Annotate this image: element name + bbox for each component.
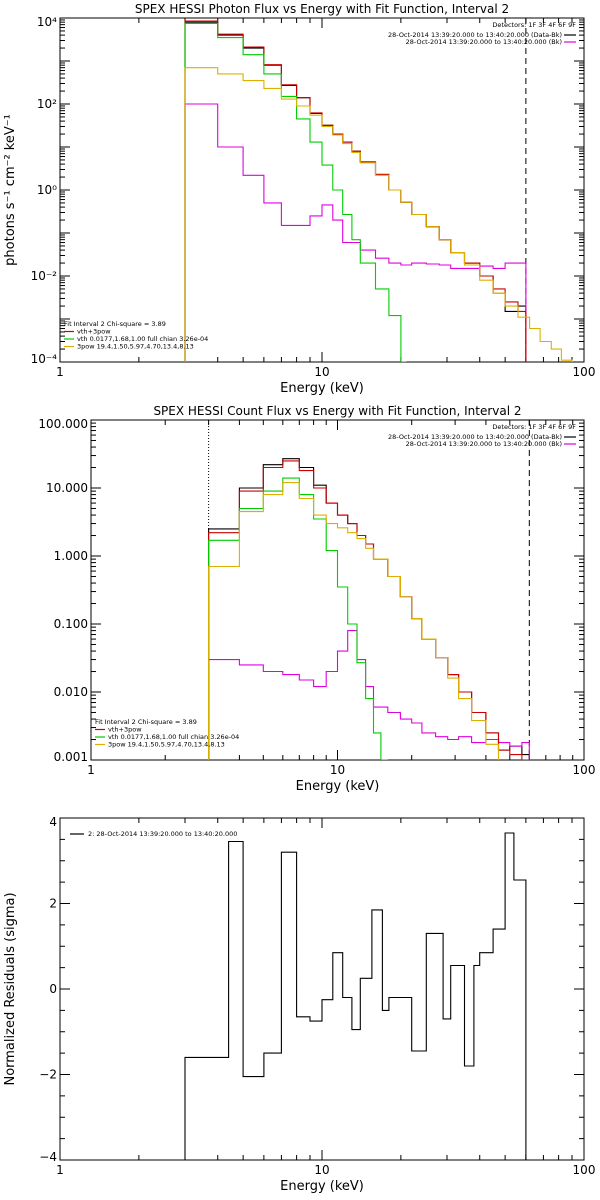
chart2-title: SPEX HESSI Count Flux vs Energy with Fit… (153, 404, 521, 418)
chart2-ytick-label: 0.010 (54, 685, 88, 699)
chart1-legend-text: 28-Oct-2014 13:39:20.000 to 13:40:20.000… (406, 38, 562, 46)
chart3-legend-text: 2: 28-Oct-2014 13:39:20.000 to 13:40:20.… (88, 830, 237, 838)
chart1-series-3pow (184, 67, 573, 362)
chart1-series-total (184, 20, 527, 362)
chart3-xlabel: Energy (keV) (280, 1179, 364, 1194)
chart2-ytick-label: 0.100 (54, 617, 88, 631)
chart2-series-3pow (208, 482, 500, 760)
chart1-fit-legend-title: Fit Interval 2 Chi-square = 3.89 (64, 320, 166, 328)
chart1-fit-legend-text: 3pow 19.4,1.50,5.97,4.70,13.4,8.13 (77, 343, 194, 351)
chart1: SPEX HESSI Photon Flux vs Energy with Fi… (3, 2, 595, 396)
chart2-ytick-label: 100.000 (38, 417, 88, 431)
chart2-fit-legend-text: 3pow 19.4,1.50,5.97,4.70,13.4,8.13 (108, 741, 225, 749)
chart1-ytick-label: 10⁰ (37, 183, 57, 197)
chart2-xlabel: Energy (keV) (296, 779, 380, 794)
chart2-frame (90, 419, 585, 761)
chart2-legend-text: 28-Oct-2014 13:39:20.000 to 13:40:20.000… (388, 433, 562, 441)
chart1-legend-text: 28-Oct-2014 13:39:20.000 to 13:40:20.000… (388, 31, 562, 39)
chart1-xlabel: Energy (keV) (280, 381, 364, 396)
chart3-xtick-label: 100 (573, 1163, 596, 1177)
chart2: SPEX HESSI Count Flux vs Energy with Fit… (38, 404, 595, 794)
chart2-series-bk (208, 630, 530, 760)
chart2-series-vth (208, 477, 388, 760)
chart1-series-data (184, 21, 527, 362)
chart2-series-total (208, 460, 530, 760)
chart3-xtick-label: 1 (56, 1163, 64, 1177)
chart3-ylabel: Normalized Residuals (sigma) (3, 892, 18, 1085)
chart1-ytick-label: 10⁴ (37, 15, 57, 29)
chart3-ytick-label: 2 (49, 897, 57, 911)
chart1-series-vth (184, 22, 407, 362)
chart3-series-residuals (184, 832, 527, 1160)
chart2-series-data (208, 458, 530, 760)
chart2-fit-legend-text: vth+3pow (108, 726, 142, 734)
chart1-ytick-label: 10² (37, 97, 57, 111)
chart1-detectors-label: Detectors: 1F 3F 4F 6F 9F (492, 21, 576, 29)
chart1-fit-legend-text: vth+3pow (77, 328, 111, 336)
chart1-xtick-label: 10 (314, 365, 329, 379)
chart2-detectors-label: Detectors: 1F 3F 4F 6F 9F (492, 423, 576, 431)
chart1-ytick-label: 10⁻⁴ (31, 352, 58, 366)
chart1-ylabel: photons s⁻¹ cm⁻² keV⁻¹ (3, 114, 18, 266)
chart2-xtick-label: 1 (87, 763, 95, 777)
chart3-ytick-label: 0 (49, 982, 57, 996)
chart1-ytick-label: 10⁻² (31, 269, 58, 283)
chart2-xtick-label: 100 (573, 763, 596, 777)
chart3-ytick-label: −4 (39, 1150, 57, 1164)
chart2-legend-text: 28-Oct-2014 13:39:20.000 to 13:40:20.000… (406, 440, 562, 448)
chart2-xtick-label: 10 (330, 763, 345, 777)
chart2-ytick-label: 10.000 (46, 481, 88, 495)
chart3-xtick-label: 10 (314, 1163, 329, 1177)
chart1-series-bk (184, 103, 527, 362)
chart1-xtick-label: 100 (573, 365, 596, 379)
chart1-fit-legend-text: vth 0.0177,1.68,1.00 full chian 3.26e-04 (77, 335, 208, 343)
chart1-title: SPEX HESSI Photon Flux vs Energy with Fi… (135, 2, 509, 16)
chart2-ytick-label: 0.001 (54, 750, 88, 764)
chart2-ytick-label: 1.000 (54, 549, 88, 563)
chart3: 1 10 100 Energy (keV) −4 −2 0 2 4 Normalized Resi… (3, 815, 595, 1194)
chart2-fit-legend-title: Fit Interval 2 Chi-square = 3.89 (95, 718, 197, 726)
chart3-ytick-label: 4 (49, 815, 57, 829)
chart3-ytick-label: −2 (39, 1068, 57, 1082)
chart2-fit-legend-text: vth 0.0177,1.68,1.00 full chian 3.26e-04 (108, 733, 239, 741)
chart1-xtick-label: 1 (56, 365, 64, 379)
